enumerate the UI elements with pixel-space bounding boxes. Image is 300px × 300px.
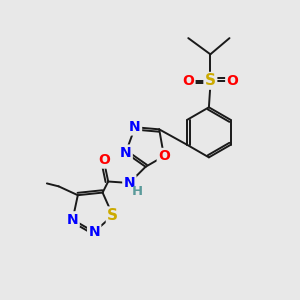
Text: S: S xyxy=(205,73,216,88)
Text: S: S xyxy=(107,208,118,223)
Text: N: N xyxy=(120,146,131,160)
Text: O: O xyxy=(98,153,110,167)
Text: N: N xyxy=(124,176,135,190)
Text: N: N xyxy=(129,120,141,134)
Text: O: O xyxy=(226,74,238,88)
Text: H: H xyxy=(132,185,143,198)
Text: N: N xyxy=(88,225,100,239)
Text: N: N xyxy=(67,213,78,226)
Text: O: O xyxy=(158,149,170,163)
Text: O: O xyxy=(182,74,194,88)
